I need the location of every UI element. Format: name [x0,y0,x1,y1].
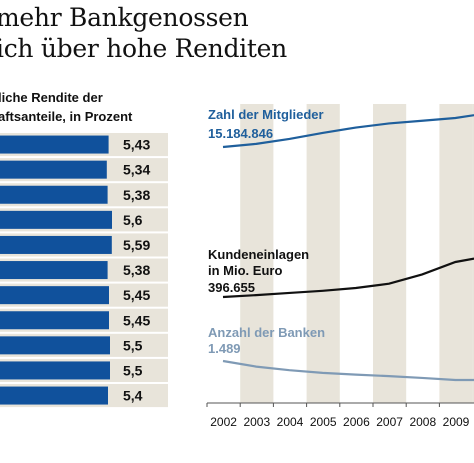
series-line [222,359,474,382]
bar-value-label: 5,5 [123,362,143,378]
x-tick-label: 2007 [376,415,403,429]
series-name-label: Kundeneinlagen [208,247,309,262]
series-name-label: in Mio. Euro [208,263,282,278]
bar [0,336,110,355]
bar-value-label: 5,43 [123,137,150,153]
bar-value-label: 5,38 [123,262,150,278]
series-name-label: Anzahl der Banken [208,325,325,340]
headline-line-1: mehr Bankgenossen [0,3,249,32]
bar [0,185,108,204]
bar [0,210,112,229]
bar-value-label: 5,38 [123,187,150,203]
bar-value-label: 5,5 [123,337,143,353]
bar-value-label: 5,6 [123,212,143,228]
x-tick-label: 2009 [443,415,470,429]
bar-value-label: 5,34 [123,162,150,178]
bar-value-label: 5,45 [123,312,150,328]
x-tick-label: 2005 [310,415,337,429]
x-tick-label: 2008 [409,415,436,429]
headline-line-2: ich über hohe Renditen [0,34,287,63]
bar [0,135,109,154]
year-band [240,104,274,403]
bar [0,361,110,380]
year-band [306,104,340,403]
x-tick-label: 2003 [243,415,270,429]
series-start-label: 396.655 [208,280,255,295]
series-start-label: 15.184.846 [208,126,273,141]
x-tick-label: 2006 [343,415,370,429]
year-band [472,104,474,403]
bar-chart-title-line-2: aftsanteile, in Prozent [0,109,133,124]
series-name-label: Zahl der Mitglieder [208,107,324,122]
bar [0,386,108,405]
bar [0,160,107,179]
series-start-label: 1.489 [208,341,241,356]
bar [0,311,109,330]
year-band [373,104,407,403]
bar [0,286,109,305]
series-line [222,257,474,299]
bar [0,261,108,280]
series-line [222,114,474,149]
bar-chart-title: liche Rendite der aftsanteile, in Prozen… [0,88,132,126]
bar-value-label: 5,4 [123,388,143,404]
year-band [439,104,473,403]
headline: mehr Bankgenossen ich über hohe Renditen [0,2,287,64]
bar-chart-title-line-1: liche Rendite der [0,90,103,105]
bar-value-label: 5,59 [123,237,150,253]
x-tick-label: 2004 [277,415,304,429]
bar [0,235,112,254]
bar-value-label: 5,45 [123,287,150,303]
x-tick-label: 2002 [210,415,237,429]
